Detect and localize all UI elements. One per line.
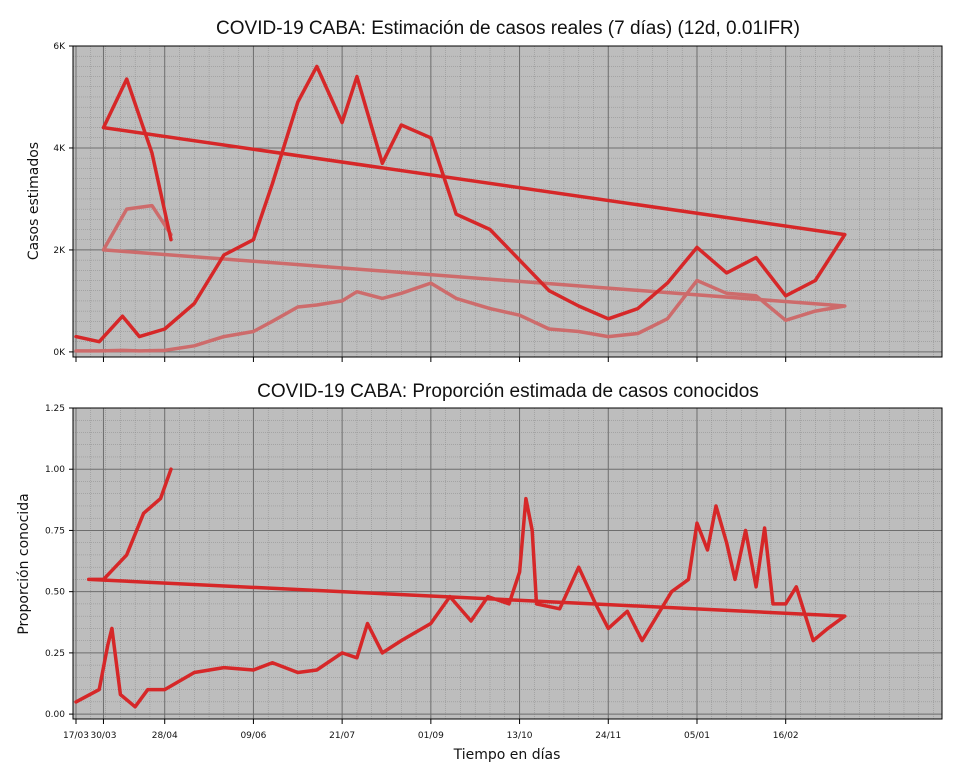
chart-cases-frame <box>72 45 943 358</box>
series-line-1 <box>74 64 847 344</box>
x-axis-label: Tiempo en días <box>453 747 561 763</box>
chart-cases-series <box>74 64 847 353</box>
x-tick-label: 21/07 <box>329 731 355 741</box>
y-tick-label: 0.25 <box>45 649 65 659</box>
chart-proportion-series <box>74 467 847 709</box>
chart-cases-plot-area <box>73 46 942 357</box>
y-tick-label: 2K <box>53 246 66 256</box>
y-tick-label: 0.50 <box>45 588 65 598</box>
y-tick-label: 0.00 <box>45 710 65 720</box>
x-tick-label: 01/09 <box>418 731 444 741</box>
x-tick-label: 24/11 <box>595 731 621 741</box>
chart-cases-y-ticks: 0K 2K 4K 6K <box>53 42 73 358</box>
x-tick-label: 05/01 <box>684 731 710 741</box>
chart-cases: COVID-19 CABA: Estimación de casos reale… <box>26 18 943 362</box>
chart-proportion-frame <box>72 407 943 720</box>
x-tick-label: 17/03 <box>63 731 89 741</box>
y-tick-label: 4K <box>53 144 66 154</box>
chart-proportion: COVID-19 CABA: Proporción estimada de ca… <box>16 381 943 741</box>
chart-cases-title: COVID-19 CABA: Estimación de casos reale… <box>216 18 800 39</box>
y-tick-label: 0K <box>53 348 66 358</box>
x-tick-label: 13/10 <box>507 731 533 741</box>
x-tick-label: 28/04 <box>152 731 178 741</box>
chart-cases-ylabel: Casos estimados <box>26 142 42 260</box>
chart-proportion-ylabel: Proporción conocida <box>16 493 32 634</box>
y-tick-label: 1.00 <box>45 465 65 475</box>
series-line-1 <box>74 467 847 709</box>
x-tick-label: 16/02 <box>773 731 799 741</box>
y-tick-label: 6K <box>53 42 66 52</box>
x-tick-label: 30/03 <box>90 731 116 741</box>
chart-proportion-x-ticks: 17/03 28/04 09/06 21/07 01/09 13/10 24/11 05/01… <box>63 719 799 741</box>
chart-proportion-y-ticks: 0.00 0.25 0.50 0.75 1.00 1.25 <box>45 404 73 720</box>
series-line-2 <box>74 203 847 353</box>
x-tick-label: 09/06 <box>240 731 266 741</box>
y-tick-label: 0.75 <box>45 526 65 536</box>
y-tick-label: 1.25 <box>45 404 65 414</box>
chart-cases-x-ticks <box>75 357 787 362</box>
chart-proportion-title: COVID-19 CABA: Proporción estimada de ca… <box>257 381 759 402</box>
